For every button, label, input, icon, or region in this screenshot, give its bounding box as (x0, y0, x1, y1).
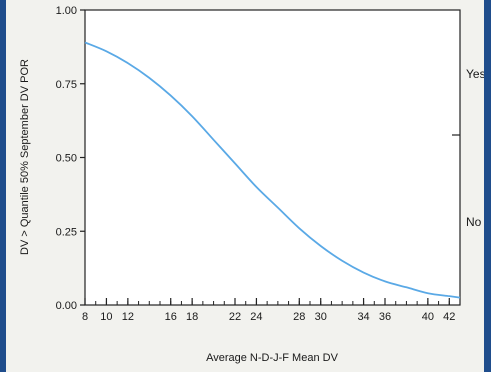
plot-area (84, 9, 461, 306)
x-tick-label: 28 (293, 311, 305, 323)
x-tick-label: 40 (422, 311, 434, 323)
x-tick-label: 10 (100, 311, 112, 323)
y-tick-label: 0.50 (56, 153, 77, 165)
y-tick-label: 0.75 (56, 79, 77, 91)
line-chart: 0.00 0.25 0.50 0.75 1.00 8 10 12 16 18 22 24 28 30 34… (19, 5, 484, 364)
x-axis-title: Average N-D-J-F Mean DV (206, 352, 338, 364)
series-line (84, 41, 461, 299)
right-axis: Yes No (452, 67, 484, 229)
x-tick-label: 42 (443, 311, 455, 323)
x-tick-label: 22 (229, 311, 241, 323)
x-tick-label: 36 (379, 311, 391, 323)
x-tick-label: 30 (315, 311, 327, 323)
y-tick-label: 0.00 (56, 300, 77, 312)
x-tick-label: 24 (250, 311, 262, 323)
right-label-yes: Yes (466, 67, 484, 81)
x-tick-label: 34 (357, 311, 369, 323)
right-label-no: No (466, 215, 482, 229)
x-axis: 8 10 12 16 18 22 24 28 30 34 36 40 42 (82, 298, 461, 323)
x-tick-label: 8 (82, 311, 88, 323)
y-tick-label: 0.25 (56, 226, 77, 238)
chart-figure: 0.00 0.25 0.50 0.75 1.00 8 10 12 16 18 22 24 28 30 34… (6, 0, 484, 372)
y-tick-label: 1.00 (56, 5, 77, 17)
x-tick-label: 18 (186, 311, 198, 323)
x-tick-label: 16 (165, 311, 177, 323)
x-tick-label: 12 (122, 311, 134, 323)
series-layer (84, 41, 461, 299)
y-axis: 0.00 0.25 0.50 0.75 1.00 (56, 5, 85, 312)
y-axis-title: DV > Quantile 50% September DV POR (19, 59, 31, 255)
